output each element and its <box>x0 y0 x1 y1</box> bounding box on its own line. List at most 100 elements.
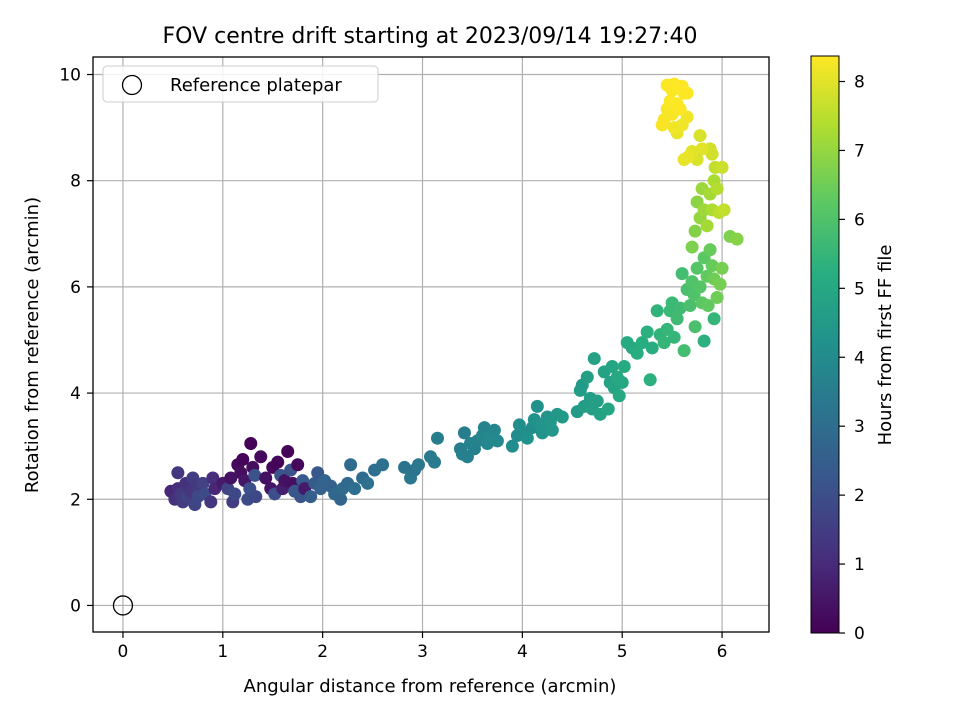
colorbar-tick-label: 5 <box>854 279 865 299</box>
data-point <box>590 394 604 408</box>
chart-title: FOV centre drift starting at 2023/09/14 … <box>163 24 698 49</box>
data-point <box>673 301 687 315</box>
data-point <box>587 352 601 366</box>
x-tick-label: 3 <box>417 642 428 662</box>
data-point <box>530 399 544 413</box>
legend-box <box>102 65 379 103</box>
data-point <box>344 458 358 472</box>
data-point <box>334 492 348 506</box>
y-tick-label: 6 <box>70 278 81 298</box>
data-point <box>580 370 594 384</box>
data-point <box>715 160 729 174</box>
data-point <box>673 102 687 116</box>
legend-open-circle-icon <box>121 74 143 96</box>
data-point <box>697 334 711 348</box>
colorbar-ticks: 0 1 2 3 4 5 6 7 8 <box>839 73 865 644</box>
data-point <box>700 219 714 233</box>
data-point <box>224 471 238 485</box>
data-point <box>271 455 285 469</box>
y-tick-label: 8 <box>70 172 81 192</box>
data-point <box>236 452 250 466</box>
data-point <box>398 460 412 474</box>
data-point <box>701 298 715 312</box>
data-point <box>657 336 671 350</box>
data-point <box>291 458 305 472</box>
x-tick-label: 4 <box>517 642 528 662</box>
colorbar-tick-label: 6 <box>854 210 865 230</box>
legend: Reference platepar <box>102 65 379 103</box>
data-point <box>412 458 426 472</box>
data-point <box>505 439 519 453</box>
data-point <box>348 482 362 496</box>
data-point <box>196 476 210 490</box>
data-point <box>535 426 549 440</box>
data-point <box>640 325 654 339</box>
data-point <box>249 490 263 504</box>
colorbar-tick-label: 2 <box>854 486 865 506</box>
data-point <box>705 259 719 273</box>
data-point <box>555 410 569 424</box>
y-tick-label: 2 <box>70 490 81 510</box>
data-point <box>545 423 559 437</box>
reference-marker <box>112 595 134 616</box>
data-point <box>635 336 649 350</box>
data-points <box>164 77 744 512</box>
y-tick-label: 4 <box>70 384 81 404</box>
x-tick-label: 6 <box>717 642 728 662</box>
data-point <box>650 304 664 318</box>
data-point <box>710 291 724 305</box>
data-point <box>715 261 729 275</box>
data-point <box>655 118 669 132</box>
data-point <box>171 466 185 480</box>
colorbar-tick-label: 8 <box>854 73 865 93</box>
y-tick-label: 10 <box>59 66 81 86</box>
data-point <box>688 224 702 238</box>
legend-entry-reference: Reference platepar <box>170 75 342 96</box>
data-point <box>685 240 699 254</box>
x-tick-label: 5 <box>617 642 628 662</box>
data-point <box>630 346 644 360</box>
data-point <box>670 312 684 326</box>
x-tick-label: 0 <box>118 642 129 662</box>
data-point <box>259 471 273 485</box>
data-point <box>643 373 657 387</box>
data-point <box>717 203 731 217</box>
data-point <box>248 468 262 482</box>
data-point <box>615 375 629 389</box>
y-axis-ticks: 0 2 4 6 8 10 <box>59 66 93 616</box>
data-point <box>645 341 659 355</box>
plot-frame <box>92 56 770 633</box>
data-point <box>487 423 501 437</box>
data-point <box>617 360 631 374</box>
data-point <box>427 455 441 469</box>
data-point <box>703 243 717 257</box>
data-point <box>228 487 242 501</box>
data-point <box>705 147 719 161</box>
data-point <box>520 431 534 445</box>
data-point <box>707 312 721 326</box>
data-point <box>612 389 626 403</box>
data-point <box>693 280 707 294</box>
data-point <box>683 298 697 312</box>
data-point <box>281 444 295 458</box>
x-tick-label: 2 <box>317 642 328 662</box>
data-point <box>304 490 318 504</box>
data-point <box>667 121 681 135</box>
x-axis-label: Angular distance from reference (arcmin) <box>244 676 617 697</box>
data-point <box>361 476 375 490</box>
data-point <box>601 402 615 416</box>
data-point <box>675 267 689 281</box>
reference-point <box>112 595 134 616</box>
data-point <box>254 450 268 464</box>
data-point <box>710 182 724 196</box>
data-point <box>693 129 707 143</box>
data-point <box>690 261 704 275</box>
data-point <box>680 86 694 100</box>
data-point <box>677 344 691 358</box>
x-axis-ticks: 0 1 2 3 4 5 6 <box>118 632 728 662</box>
colorbar-tick-label: 7 <box>854 141 865 161</box>
data-point <box>204 495 218 509</box>
colorbar-tick-label: 1 <box>854 555 865 575</box>
data-point <box>206 471 220 485</box>
